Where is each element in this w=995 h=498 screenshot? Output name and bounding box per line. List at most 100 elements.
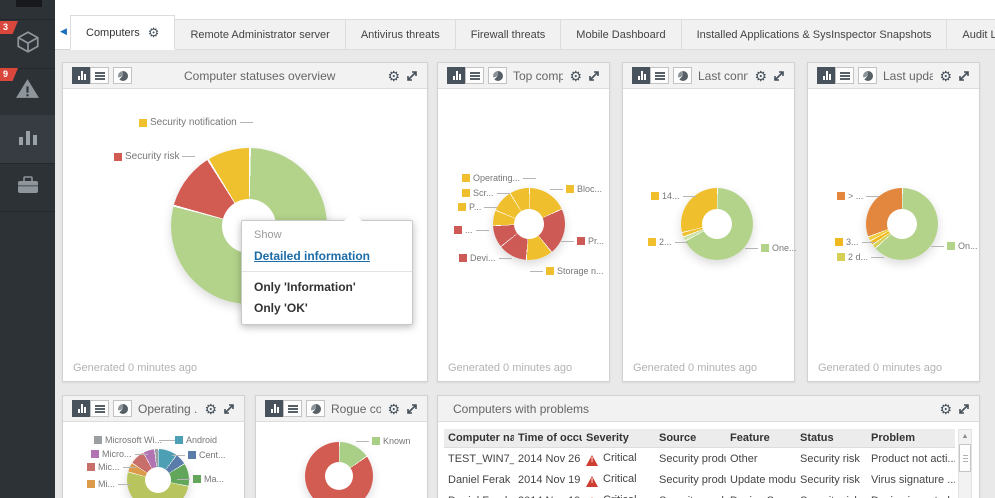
widget-header: Rogue co... ⚙ [256,396,427,422]
column-header[interactable]: Feature [726,429,796,448]
logo-notch [16,0,42,7]
expand-icon[interactable] [406,403,418,415]
column-header[interactable]: Time of occurrence [514,429,582,448]
gear-icon[interactable]: ⚙ [204,400,217,417]
expand-icon[interactable] [588,70,600,82]
gear-icon[interactable]: ⚙ [939,67,952,84]
bar-chart-toggle-icon[interactable] [265,400,284,417]
detailed-information-link[interactable]: Detailed information [254,249,371,263]
tab-computers[interactable]: Computers ⚙ [70,15,176,50]
bar-chart-toggle-icon[interactable] [447,67,466,84]
top-problems-donut-chart[interactable] [493,188,565,260]
critical-icon: ! [586,455,598,466]
chart-label: Ma... [177,474,224,484]
tab-firewall-threats[interactable]: Firewall threats [454,19,562,50]
gear-icon[interactable]: ⚙ [939,400,952,417]
generated-timestamp: Generated 0 minutes ago [818,362,943,374]
column-header[interactable]: Source [655,429,726,448]
widget-last-update: Last update ⚙ Generated 0 minutes ago > … [807,62,980,382]
chart-label: Pr... [561,236,604,246]
gear-icon[interactable]: ⚙ [387,67,400,84]
pie-toggle-icon[interactable] [113,67,132,84]
chart-type-toggle [817,67,877,84]
widget-operating-systems: Operating ... ⚙ Microsoft Wi... Micro... M… [62,395,245,498]
menu-item-only-information[interactable]: Only 'Information' [254,280,356,294]
widget-last-connected: Last conne... ⚙ Generated 0 minutes ago … [622,62,797,382]
gear-icon[interactable]: ⚙ [147,24,160,40]
expand-icon[interactable] [773,70,785,82]
column-header[interactable]: Problem [867,429,955,448]
column-header[interactable]: Status [796,429,867,448]
menu-item-only-ok[interactable]: Only 'OK' [254,301,308,315]
chart-label: Scr... [462,188,510,198]
operating-systems-donut-chart[interactable] [127,449,189,498]
widget-top-computer-problems: Top comp... ⚙ Generated 0 minutes ago Op… [437,62,610,382]
widget-header: Last conne... ⚙ [623,63,794,89]
chart-label: Operating... [462,173,537,183]
context-menu: Show Detailed information Only 'Informat… [241,212,413,325]
generated-timestamp: Generated 0 minutes ago [73,362,198,374]
last-update-donut-chart[interactable] [866,188,938,260]
widget-title: Last conne... [698,68,749,83]
scrollbar[interactable]: ▲ [958,429,972,498]
bar-chart-toggle-icon[interactable] [72,67,91,84]
chart-type-toggle [265,400,325,417]
bar-chart-toggle-icon[interactable] [72,400,91,417]
pie-toggle-icon[interactable] [113,400,132,417]
donut-hole [702,209,732,239]
list-toggle-icon[interactable] [835,67,854,84]
generated-timestamp: Generated 0 minutes ago [633,362,758,374]
widget-title: Last update [883,68,934,83]
bar-chart-toggle-icon[interactable] [817,67,836,84]
list-toggle-icon[interactable] [650,67,669,84]
tab-scroll-left-icon[interactable]: ◀ [60,26,67,36]
tab-label: Installed Applications & SysInspector Sn… [696,28,932,41]
expand-icon[interactable] [958,70,970,82]
chart-label: Security risk [114,151,196,162]
column-header[interactable]: Severity [582,429,655,448]
gear-icon[interactable]: ⚙ [387,400,400,417]
table-row[interactable]: TEST_WIN7_3_EE...2014 Nov 26 10:...!Crit… [448,452,955,466]
gear-icon[interactable]: ⚙ [754,67,767,84]
pie-toggle-icon[interactable] [306,400,325,417]
scroll-up-icon[interactable]: ▲ [961,433,969,440]
warning-icon [15,77,40,105]
chart-label: 2 d... [837,252,885,262]
pie-toggle-icon[interactable] [673,67,692,84]
table-row[interactable]: Daniel Ferak - N...2014 Nov 19 11:...!Cr… [448,473,955,487]
list-toggle-icon[interactable] [90,67,109,84]
tab-mobile-dashboard[interactable]: Mobile Dashboard [560,19,682,50]
sidebar-item-dashboard[interactable] [0,115,55,164]
expand-icon[interactable] [223,403,235,415]
sidebar-item-computers[interactable]: 3 [0,19,55,69]
widget-header: Last update ⚙ [808,63,979,89]
pie-toggle-icon[interactable] [488,67,507,84]
sidebar-item-threats[interactable]: 9 [0,67,55,116]
widget-title: Top comp... [513,68,564,83]
list-toggle-icon[interactable] [465,67,484,84]
chart-area: Generated 0 minutes ago 14... 2... One... [623,90,797,381]
chart-label: 3... [835,237,875,247]
expand-icon[interactable] [406,70,418,82]
tab-audit-log[interactable]: Audit Log [946,19,995,50]
rogue-computers-donut-chart[interactable] [305,442,373,498]
list-toggle-icon[interactable] [283,400,302,417]
last-connected-donut-chart[interactable] [681,188,753,260]
gear-icon[interactable]: ⚙ [569,67,582,84]
pie-toggle-icon[interactable] [858,67,877,84]
column-header[interactable]: Computer name [444,429,514,448]
bar-chart-toggle-icon[interactable] [632,67,651,84]
list-toggle-icon[interactable] [90,400,109,417]
expand-icon[interactable] [958,403,970,415]
table-row[interactable]: Daniel Ferak - N...2014 Nov 19 11:...!Cr… [444,490,955,498]
tab-installed-applications[interactable]: Installed Applications & SysInspector Sn… [680,19,948,50]
widget-title: Computer statuses overview [184,68,336,83]
widget-computer-statuses: Computer statuses overview ⚙ Show Detail… [62,62,428,382]
scrollbar-thumb[interactable] [959,444,971,472]
chart-type-toggle [447,67,507,84]
sidebar-item-admin[interactable] [0,163,55,212]
tab-antivirus-threats[interactable]: Antivirus threats [344,19,456,50]
chart-label: Cent... [172,450,226,460]
donut-hole [514,209,544,239]
tab-remote-administrator-server[interactable]: Remote Administrator server [174,19,346,50]
